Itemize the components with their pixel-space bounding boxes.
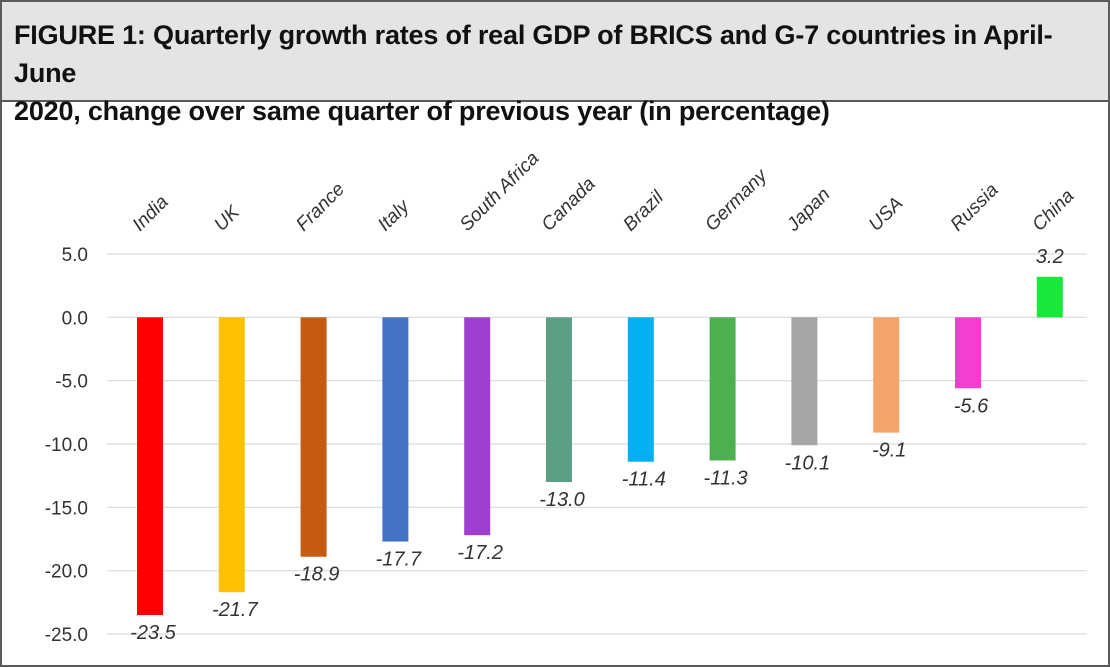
- data-label: -17.7: [376, 549, 422, 571]
- category-label: France: [292, 179, 349, 236]
- category-label: Canada: [538, 174, 600, 236]
- data-label: -11.3: [704, 467, 748, 489]
- bar-china: [1036, 276, 1063, 318]
- bar-brazil: [627, 317, 654, 462]
- bar-russia: [955, 317, 981, 389]
- data-label: -21.7: [212, 599, 258, 621]
- data-label: -5.6: [954, 395, 989, 417]
- y-tick-label: -15.0: [45, 498, 88, 519]
- chart-title: FIGURE 1: Quarterly growth rates of real…: [14, 20, 1053, 126]
- category-label: USA: [865, 193, 907, 235]
- y-tick-label: -25.0: [45, 625, 88, 646]
- category-label: Italy: [374, 195, 415, 236]
- data-label: -9.1: [872, 440, 906, 462]
- y-tick-label: 0.0: [62, 308, 88, 329]
- data-label: -10.1: [785, 452, 831, 474]
- bar-south-africa: [464, 317, 491, 536]
- bar-germany: [709, 317, 736, 461]
- bar-canada: [546, 317, 572, 482]
- category-label: Brazil: [619, 187, 668, 236]
- category-label: Germany: [701, 164, 772, 235]
- y-tick-label: 5.0: [62, 245, 88, 266]
- category-label: Russia: [947, 180, 1003, 236]
- category-label: India: [129, 192, 173, 236]
- bar-uk: [218, 317, 245, 593]
- title-band: FIGURE 1: Quarterly growth rates of real…: [2, 2, 1108, 126]
- bar-usa: [873, 317, 900, 433]
- data-label: -23.5: [130, 622, 176, 644]
- data-label: 3.2: [1036, 246, 1064, 268]
- category-label: South Africa: [456, 148, 544, 236]
- category-label: UK: [210, 201, 244, 235]
- bar-india: [137, 317, 163, 615]
- y-tick-label: -10.0: [45, 435, 88, 456]
- y-tick-label: -5.0: [55, 372, 88, 393]
- bar-italy: [382, 317, 409, 542]
- bar-japan: [791, 317, 818, 446]
- bar-france: [300, 317, 327, 557]
- data-label: -11.4: [622, 469, 666, 491]
- data-label: -18.9: [294, 564, 340, 586]
- y-tick-label: -20.0: [45, 562, 88, 583]
- data-label: -17.2: [457, 542, 503, 564]
- category-label: Japan: [782, 184, 834, 236]
- data-label: -13.0: [539, 489, 585, 511]
- category-label: China: [1028, 186, 1078, 236]
